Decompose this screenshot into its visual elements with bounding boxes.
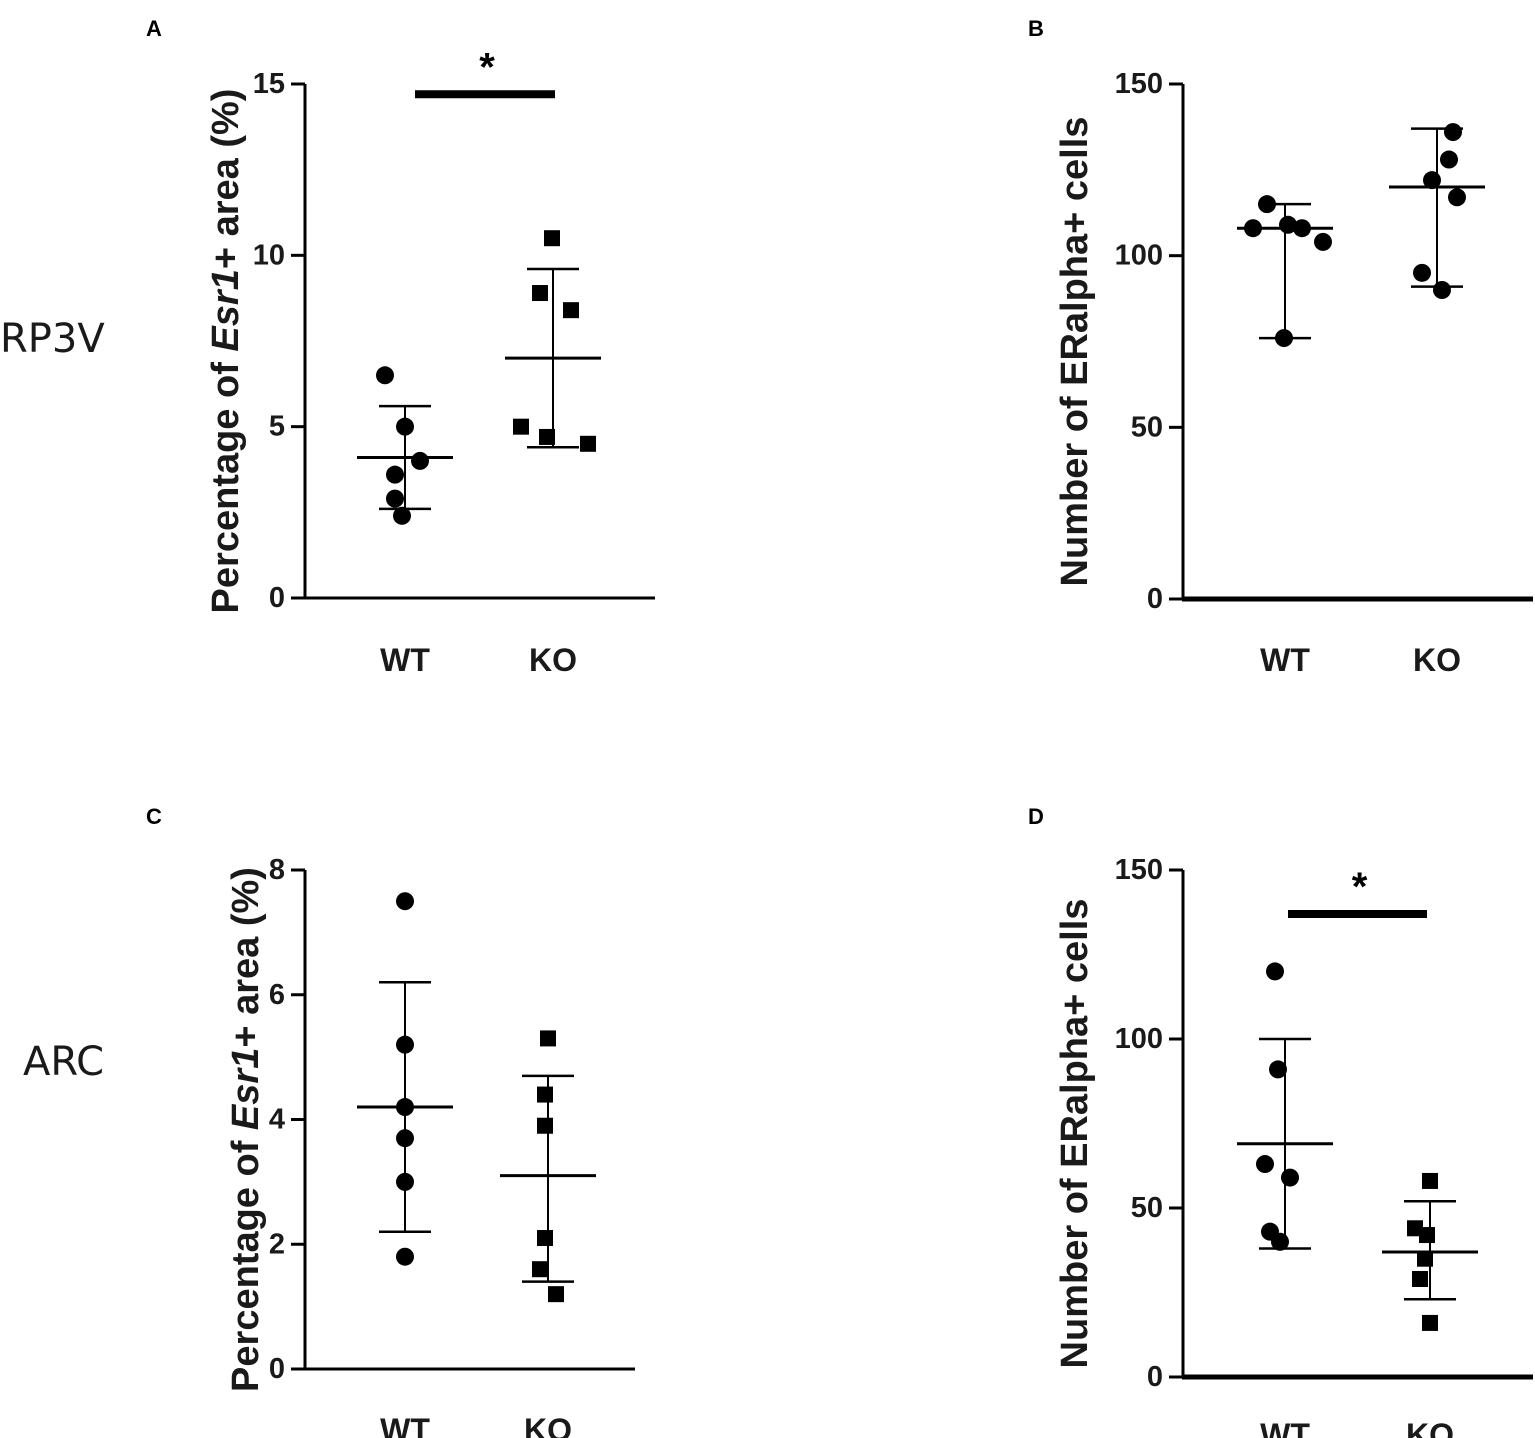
data-point-square — [548, 1286, 564, 1303]
row-label-arc: ARC — [23, 1039, 104, 1085]
y-tick-label: 2 — [269, 1228, 285, 1260]
data-point-circle — [1444, 123, 1462, 142]
data-point-circle — [1256, 1155, 1274, 1174]
data-point-circle — [411, 451, 429, 470]
data-point-circle — [1271, 1232, 1289, 1251]
y-tick-label: 100 — [1115, 240, 1163, 272]
data-point-circle — [386, 489, 404, 508]
data-point-square — [537, 1086, 553, 1103]
y-axis-title-part: Number of ERalpha+ cells — [1054, 899, 1096, 1369]
data-point-square — [513, 418, 529, 435]
data-point-circle — [1269, 1060, 1287, 1079]
y-tick-label: 0 — [269, 582, 285, 614]
data-point-circle — [1423, 171, 1441, 190]
data-point-square — [537, 1230, 553, 1247]
y-tick-label: 0 — [269, 1353, 285, 1385]
data-point-circle — [1275, 329, 1293, 348]
y-axis-title-part: + area (%) — [205, 89, 247, 270]
data-point-circle — [396, 1172, 414, 1191]
y-axis-title-part: Number of ERalpha+ cells — [1054, 117, 1096, 587]
data-point-circle — [376, 366, 394, 385]
data-point-circle — [396, 1098, 414, 1117]
y-tick-label: 150 — [1115, 68, 1163, 100]
data-point-circle — [1413, 263, 1431, 282]
y-axis-title: Number of ERalpha+ cells — [1054, 117, 1096, 587]
data-point-circle — [396, 1247, 414, 1266]
y-tick-label: 150 — [1115, 854, 1163, 886]
data-point-circle — [1279, 215, 1297, 234]
x-category-label: KO — [524, 1412, 572, 1438]
y-tick-label: 8 — [269, 854, 285, 886]
y-tick-label: 10 — [253, 239, 285, 271]
data-point-circle — [1433, 281, 1451, 299]
data-point-square — [532, 285, 548, 302]
data-point-square — [1417, 1250, 1433, 1267]
y-axis-title: Number of ERalpha+ cells — [1054, 899, 1096, 1369]
data-point-circle — [1293, 219, 1311, 238]
data-point-circle — [396, 1129, 414, 1148]
data-point-square — [1422, 1172, 1438, 1189]
data-point-circle — [1266, 962, 1284, 981]
x-category-label: WT — [380, 642, 430, 678]
data-point-circle — [1244, 219, 1262, 238]
data-point-square — [544, 230, 560, 247]
data-point-square — [1412, 1270, 1428, 1287]
data-point-square — [540, 1030, 556, 1047]
y-tick-label: 6 — [269, 979, 285, 1011]
data-point-circle — [396, 417, 414, 436]
y-axis-title: Percentage of Esr1+ area (%) — [205, 89, 247, 614]
panel-b: B 0 50 100 150 Number of ERalpha+ cells WT KO — [1028, 16, 1533, 678]
panel-letter: C — [146, 804, 162, 829]
data-point-circle — [393, 506, 411, 525]
y-axis-title-part: Percentage of — [225, 1130, 267, 1392]
y-tick-label: 50 — [1131, 1192, 1163, 1224]
data-point-circle — [1448, 188, 1466, 207]
y-axis-title: Percentage of Esr1+ area (%) — [225, 867, 267, 1392]
y-axis-title-part: + area (%) — [225, 867, 267, 1048]
data-point-circle — [1440, 150, 1458, 169]
significance-star: * — [479, 45, 495, 89]
y-axis-title-part: Esr1 — [205, 269, 247, 351]
data-point-circle — [1281, 1168, 1299, 1187]
panel-d: D 0 50 100 150 Number of ERalpha+ cells WT KO * — [1028, 804, 1533, 1438]
data-point-square — [563, 302, 579, 319]
data-point-square — [1419, 1227, 1435, 1244]
data-point-square — [532, 1261, 548, 1278]
y-tick-label: 5 — [269, 411, 285, 443]
y-tick-label: 15 — [253, 68, 285, 100]
data-point-square — [1422, 1314, 1438, 1331]
data-point-square — [537, 1117, 553, 1134]
y-tick-label: 0 — [1147, 583, 1163, 615]
x-category-label: WT — [380, 1412, 430, 1438]
panel-letter: B — [1028, 16, 1044, 41]
y-tick-label: 50 — [1131, 411, 1163, 443]
panel-letter: D — [1028, 804, 1044, 829]
x-category-label: KO — [529, 642, 577, 678]
x-category-label: KO — [1406, 1417, 1454, 1438]
significance-star: * — [1352, 865, 1368, 909]
y-axis-title-part: Esr1 — [225, 1048, 267, 1130]
data-point-square — [580, 435, 596, 452]
data-point-circle — [396, 892, 414, 911]
y-axis-title-part: Percentage of — [205, 352, 247, 614]
data-point-circle — [386, 465, 404, 484]
y-tick-label: 4 — [269, 1104, 285, 1136]
x-category-label: WT — [1260, 642, 1310, 678]
data-point-square — [539, 428, 555, 445]
data-point-circle — [1258, 195, 1276, 214]
data-point-circle — [1314, 232, 1332, 251]
data-point-circle — [396, 1035, 414, 1054]
panel-letter: A — [146, 16, 162, 41]
x-category-label: WT — [1260, 1417, 1310, 1438]
y-tick-label: 0 — [1147, 1361, 1163, 1393]
y-tick-label: 100 — [1115, 1023, 1163, 1055]
x-category-label: KO — [1413, 642, 1461, 678]
row-label-rp3v: RP3V — [0, 316, 105, 362]
